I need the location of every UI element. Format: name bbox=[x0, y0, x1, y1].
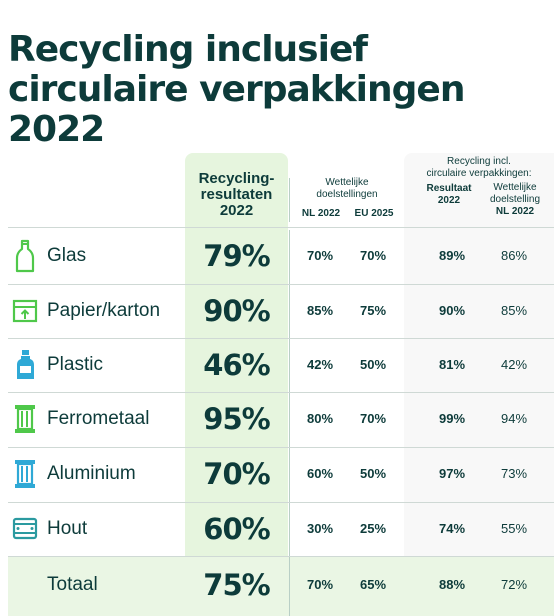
circular-result-value: 97% bbox=[438, 466, 466, 481]
table-row-papier: Papier/karton 90% 85% 75% 90% 85% bbox=[8, 283, 554, 339]
plastic-bottle-icon bbox=[12, 348, 38, 382]
row-rule bbox=[8, 447, 554, 448]
column-divider bbox=[289, 230, 290, 616]
nl2022-value: 80% bbox=[306, 411, 334, 426]
results-header-line-1: Recycling- bbox=[198, 170, 275, 187]
total-nl2022-value: 70% bbox=[306, 577, 334, 592]
circular-target-value: 42% bbox=[500, 357, 528, 372]
page-title: Recycling inclusief circulaire verpakkin… bbox=[8, 30, 548, 150]
circular-target-header-line-1: Wettelijke bbox=[493, 182, 537, 193]
legal-header-line-2: doelstellingen bbox=[316, 189, 378, 200]
total-result-value: 75% bbox=[203, 568, 270, 602]
material-label: Glas bbox=[47, 245, 87, 266]
nl2022-header: NL 2022 bbox=[301, 208, 341, 219]
material-label: Ferrometaal bbox=[47, 408, 150, 429]
results-header-line-3: 2022 bbox=[219, 202, 254, 219]
circular-target-header-line-2: doelstelling bbox=[489, 194, 541, 205]
eu2025-header: EU 2025 bbox=[354, 208, 394, 219]
circular-result-value: 89% bbox=[438, 248, 466, 263]
aluminium-can-icon bbox=[12, 457, 38, 491]
header-rule bbox=[8, 227, 554, 228]
nl2022-value: 42% bbox=[306, 357, 334, 372]
wooden-crate-icon bbox=[12, 512, 38, 546]
material-label: Papier/karton bbox=[47, 300, 161, 321]
row-rule bbox=[8, 502, 554, 503]
results-header: Recycling- resultaten 2022 bbox=[185, 171, 288, 219]
circular-result-value: 99% bbox=[438, 411, 466, 426]
material-label: Aluminium bbox=[47, 463, 136, 484]
result-value: 60% bbox=[203, 512, 270, 546]
circular-result-header-line-1: Resultaat bbox=[426, 183, 472, 194]
circular-header-line-1: Recycling incl. bbox=[447, 156, 511, 167]
circular-target-value: 73% bbox=[500, 466, 528, 481]
title-line-3: 2022 bbox=[8, 109, 105, 150]
result-value: 79% bbox=[203, 239, 270, 273]
result-value: 70% bbox=[203, 457, 270, 491]
result-value: 46% bbox=[203, 348, 270, 382]
table-row-totaal: Totaal 75% 70% 65% 88% 72% bbox=[8, 557, 554, 613]
nl2022-value: 85% bbox=[306, 303, 334, 318]
circular-header-line-2: circulaire verpakkingen: bbox=[426, 168, 532, 179]
eu2025-value: 70% bbox=[359, 248, 387, 263]
circular-result-header-line-2: 2022 bbox=[437, 195, 461, 206]
glass-bottle-icon bbox=[12, 239, 38, 273]
nl2022-value: 70% bbox=[306, 248, 334, 263]
circular-target-value: 86% bbox=[500, 248, 528, 263]
eu2025-value: 50% bbox=[359, 466, 387, 481]
table-row-hout: Hout 60% 30% 25% 74% 55% bbox=[8, 501, 554, 557]
row-rule bbox=[8, 338, 554, 339]
row-rule bbox=[8, 284, 554, 285]
total-circular-result-value: 88% bbox=[438, 577, 466, 592]
circular-target-value: 85% bbox=[500, 303, 528, 318]
header-divider bbox=[289, 178, 290, 222]
circular-result-value: 81% bbox=[438, 357, 466, 372]
nl2022-value: 30% bbox=[306, 521, 334, 536]
table-row-glas: Glas 79% 70% 70% 89% 86% bbox=[8, 228, 554, 284]
eu2025-value: 50% bbox=[359, 357, 387, 372]
material-label: Hout bbox=[47, 518, 88, 539]
cardboard-box-icon bbox=[12, 294, 38, 328]
row-rule bbox=[8, 556, 554, 557]
legal-header-line-1: Wettelijke bbox=[325, 177, 369, 188]
title-line-2: circulaire verpakkingen bbox=[8, 69, 465, 110]
circular-panel bbox=[404, 153, 554, 616]
eu2025-value: 75% bbox=[359, 303, 387, 318]
table-row-plastic: Plastic 46% 42% 50% 81% 42% bbox=[8, 337, 554, 393]
total-label: Totaal bbox=[47, 574, 98, 595]
result-value: 95% bbox=[203, 402, 270, 436]
table-row-aluminium: Aluminium 70% 60% 50% 97% 73% bbox=[8, 446, 554, 502]
eu2025-value: 70% bbox=[359, 411, 387, 426]
circular-result-header: Resultaat 2022 bbox=[421, 183, 477, 207]
eu2025-value: 25% bbox=[359, 521, 387, 536]
material-label: Plastic bbox=[47, 354, 103, 375]
total-eu2025-value: 65% bbox=[359, 577, 387, 592]
results-header-line-2: resultaten bbox=[200, 186, 273, 203]
row-rule bbox=[8, 392, 554, 393]
circular-result-value: 90% bbox=[438, 303, 466, 318]
circular-target-value: 55% bbox=[500, 521, 528, 536]
table-row-ferrometaal: Ferrometaal 95% 80% 70% 99% 94% bbox=[8, 391, 554, 447]
metal-can-icon bbox=[12, 402, 38, 436]
result-value: 90% bbox=[203, 294, 270, 328]
total-circular-target-value: 72% bbox=[500, 577, 528, 592]
circular-result-value: 74% bbox=[438, 521, 466, 536]
circular-header: Recycling incl. circulaire verpakkingen: bbox=[404, 156, 554, 180]
total-row-band bbox=[8, 557, 554, 616]
circular-target-header: Wettelijke doelstelling NL 2022 bbox=[482, 182, 548, 218]
title-line-1: Recycling inclusief bbox=[8, 29, 368, 70]
results-highlight-column bbox=[185, 153, 288, 616]
circular-target-header-line-3: NL 2022 bbox=[495, 206, 535, 217]
nl2022-value: 60% bbox=[306, 466, 334, 481]
legal-targets-header: Wettelijke doelstellingen bbox=[290, 177, 404, 201]
circular-target-value: 94% bbox=[500, 411, 528, 426]
